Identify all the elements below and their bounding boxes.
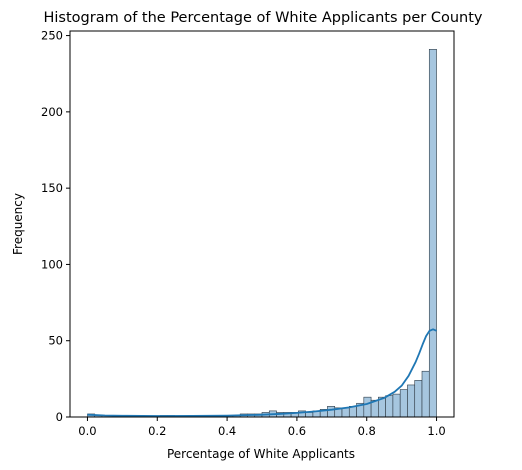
x-tick-label: 0.2 [148,424,166,438]
x-axis-ticks: 0.0 0.2 0.4 0.6 0.8 1.0 [78,417,446,438]
histogram-bar [305,412,314,418]
y-axis-ticks: 0 50 100 150 200 250 [41,29,70,424]
kde-layer [87,328,437,417]
histogram-bar [385,395,394,418]
histogram-bar [341,407,350,418]
histogram-bar [392,393,401,418]
histogram-bar [414,380,423,418]
bars-layer [87,49,437,418]
x-tick-label: 0.4 [218,424,236,438]
chart-title: Histogram of the Percentage of White App… [44,10,483,26]
x-tick-label: 1.0 [427,424,445,438]
x-tick-label: 0.6 [288,424,306,438]
y-tick-label: 100 [41,257,63,271]
histogram-bar [421,370,430,418]
histogram-bar [399,389,408,418]
x-axis-label: Percentage of White Applicants [167,447,355,461]
kde-line [87,328,437,417]
y-tick-label: 50 [48,334,63,348]
histogram-bar [363,396,372,418]
plot-frame [69,30,455,418]
y-tick-label: 0 [56,410,63,424]
histogram-bar [428,49,437,418]
x-tick-label: 0.8 [358,424,376,438]
y-tick-label: 150 [41,181,63,195]
histogram-bar [327,406,336,418]
y-axis-label: Frequency [11,193,25,255]
histogram-bar [407,384,416,418]
y-tick-label: 250 [41,29,63,43]
y-tick-label: 200 [41,105,63,119]
x-tick-label: 0.0 [78,424,96,438]
